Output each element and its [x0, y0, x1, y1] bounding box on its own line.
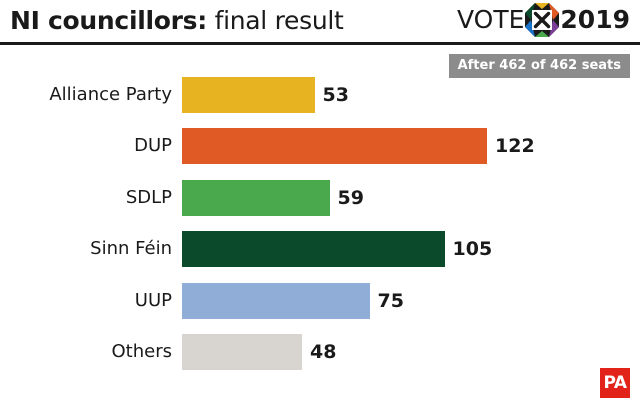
value-label-alliance-party: 53 — [322, 84, 349, 106]
logo-vote-text: VOTE — [456, 5, 525, 34]
category-label-dup: DUP — [134, 135, 172, 157]
category-label-others: Others — [111, 341, 173, 362]
category-label-uup: UUP — [134, 289, 172, 311]
chart-title: NI councillors: final result — [10, 4, 344, 38]
pa-logo: PA — [600, 368, 630, 398]
category-label-sinn-fein: Sinn Féin — [90, 238, 172, 260]
bar-alliance-party — [182, 77, 315, 113]
vote-2019-logo: VOTE 2019 — [457, 3, 630, 37]
bar-dup — [182, 128, 487, 165]
value-label-sinn-fein: 105 — [452, 238, 493, 261]
header-divider — [0, 42, 640, 45]
value-label-others: 48 — [310, 341, 337, 363]
value-label-dup: 122 — [495, 135, 535, 158]
value-label-uup: 75 — [377, 289, 404, 312]
seats-declared-badge: After 462 of 462 seats — [448, 54, 630, 78]
ballot-cross-icon — [525, 3, 560, 37]
value-label-sdlp: 59 — [337, 186, 364, 209]
category-label-sdlp: SDLP — [125, 186, 172, 208]
bar-sinn-fein — [182, 231, 445, 268]
category-label-alliance-party: Alliance Party — [49, 84, 172, 105]
logo-year-text: 2019 — [560, 5, 630, 34]
title-light: final result — [214, 6, 344, 35]
title-bold: NI councillors: — [10, 6, 207, 35]
header: NI councillors: final result VOTE 2019 — [0, 0, 640, 44]
bar-sdlp — [182, 179, 330, 216]
bar-others — [182, 334, 302, 370]
bar-uup — [182, 282, 370, 319]
